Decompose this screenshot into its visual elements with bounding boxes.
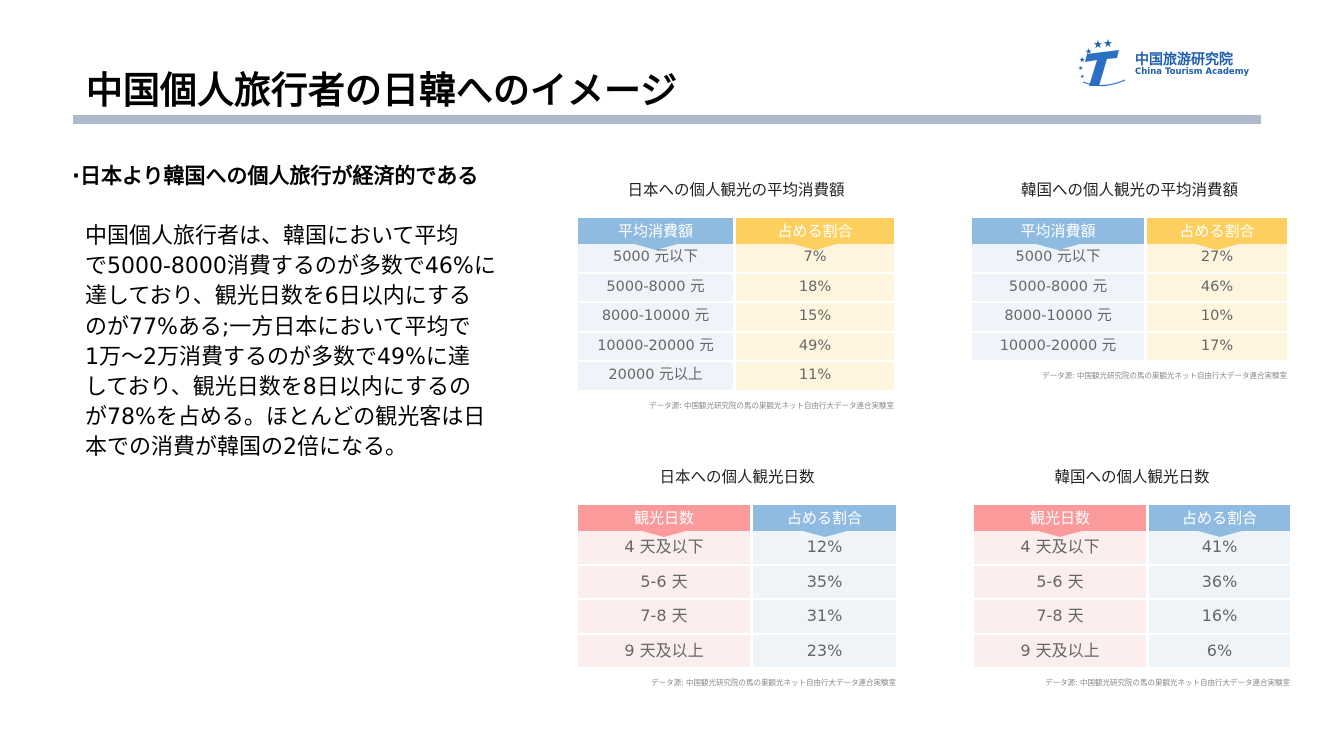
cell-share: 18% [736, 273, 894, 304]
cell-category: 9 天及以上 [578, 634, 750, 669]
svg-text:★: ★ [1078, 65, 1083, 72]
summary-paragraph: 中国個人旅行者は、韓国において平均 で5000-8000消費するのが多数で46%… [85, 222, 515, 464]
cell-share: 31% [753, 600, 896, 635]
cell-category: 20000 元以上 [578, 362, 733, 392]
data-source-note: データ源: 中国観光研究院の馬の巣観光ネット自由行大データ連合実験室 [651, 678, 896, 687]
cell-share: 10% [1147, 303, 1287, 333]
table-row: 10000-20000 元 17% [972, 332, 1287, 363]
table-row: 9 天及以上 6% [974, 634, 1290, 669]
cell-share: 49% [736, 332, 894, 363]
korea-days-table: 韓国への個人観光日数観光日数 占める割合 4 天及以下 41% 5-6 天 36% 7-8 … [974, 465, 1290, 688]
header-share: 占める割合 [1149, 505, 1290, 537]
table-title: 韓国への個人観光日数 [1054, 468, 1210, 486]
cell-share: 16% [1149, 600, 1290, 635]
header-share: 占める割合 [736, 218, 894, 250]
table-row: 10000-20000 元 49% [578, 332, 894, 363]
data-table: 観光日数 占める割合 4 天及以下 12% 5-6 天 35% 7-8 天 31% 9 天及以上… [578, 505, 896, 669]
cell-category: 4 天及以下 [974, 531, 1146, 566]
page-title: 中国個人旅行者の日韓へのイメージ [86, 69, 678, 112]
paragraph-line: で5000-8000消費するのが多数で46%に [85, 254, 496, 280]
bullet-heading: ·日本より韓国への個人旅行が経済的である [72, 164, 479, 188]
logo-name-en: China Tourism Academy [1135, 67, 1250, 77]
svg-text:★: ★ [1103, 37, 1113, 50]
table-row: 9 天及以上 23% [578, 634, 896, 669]
cell-share: 46% [1147, 273, 1287, 304]
table-header: 平均消費額 占める割合 [578, 218, 894, 250]
cell-category: 10000-20000 元 [578, 332, 733, 363]
header-category: 観光日数 [578, 505, 750, 537]
tourism-academy-logo-icon: ★ ★ ★ ★ ★ ★ [1078, 37, 1126, 87]
cell-category: 7-8 天 [578, 600, 750, 635]
header-category: 平均消費額 [578, 218, 733, 250]
cell-category: 5000 元以下 [972, 244, 1144, 274]
cell-category: 9 天及以上 [974, 634, 1146, 669]
table-row: 5000 元以下 27% [972, 244, 1287, 274]
header-category: 観光日数 [974, 505, 1146, 537]
data-table: 平均消費額 占める割合 5000 元以下 27% 5000-8000 元 46% 8000-… [972, 218, 1287, 363]
cell-share: 11% [736, 362, 894, 392]
cell-share: 15% [736, 303, 894, 333]
table-row: 5000-8000 元 46% [972, 273, 1287, 304]
data-table: 平均消費額 占める割合 5000 元以下 7% 5000-8000 元 18% 8000-1… [578, 218, 894, 392]
cell-share: 35% [753, 565, 896, 600]
table-row: 5000 元以下 7% [578, 244, 894, 274]
logo: ★ ★ ★ ★ ★ ★ 中国旅游研究院 China Tourism Academ… [1073, 36, 1253, 88]
table-row: 7-8 天 16% [974, 600, 1290, 635]
svg-text:★: ★ [1093, 38, 1103, 51]
paragraph-line: が78%を占める。ほとんどの観光客は日 [85, 405, 486, 431]
paragraph-line: 中国個人旅行者は、韓国において平均 [85, 224, 459, 249]
table-row: 8000-10000 元 10% [972, 303, 1287, 333]
data-source-note: データ源: 中国観光研究院の馬の巣観光ネット自由行大データ連合実験室 [1045, 678, 1290, 687]
cell-share: 23% [753, 634, 896, 669]
table-row: 5000-8000 元 18% [578, 273, 894, 304]
paragraph-line: 1万～2万消費するのが多数で49%に達 [85, 344, 470, 370]
header-category: 平均消費額 [972, 218, 1144, 250]
table-header: 平均消費額 占める割合 [972, 218, 1287, 250]
svg-text:★: ★ [1085, 47, 1092, 56]
japan-days-table: 日本への個人観光日数観光日数 占める割合 4 天及以下 12% 5-6 天 35% 7-8 … [578, 465, 896, 688]
table-row: 5-6 天 35% [578, 565, 896, 600]
cell-category: 5000 元以下 [578, 244, 733, 274]
data-source-note: データ源: 中国観光研究院の馬の巣観光ネット自由行大データ連合実験室 [1042, 371, 1287, 381]
cell-category: 5-6 天 [578, 565, 750, 600]
japan-spending-table: 日本への個人観光の平均消費額平均消費額 占める割合 5000 元以下 7% 5000-8… [578, 178, 894, 411]
table-header: 観光日数 占める割合 [974, 505, 1290, 537]
cell-share: 17% [1147, 332, 1287, 363]
cell-category: 7-8 天 [974, 600, 1146, 635]
table-row: 4 天及以下 41% [974, 531, 1290, 566]
cell-category: 10000-20000 元 [972, 332, 1144, 363]
cell-category: 8000-10000 元 [972, 303, 1144, 333]
title-divider [73, 115, 1261, 124]
table-title: 日本への個人観光の平均消費額 [627, 181, 845, 199]
data-source-note: データ源: 中国観光研究院の馬の巣観光ネット自由行大データ連合実験室 [649, 400, 894, 410]
table-row: 5-6 天 36% [974, 565, 1290, 600]
paragraph-line: のが77%ある;一方日本において平均で [85, 314, 471, 340]
cell-category: 8000-10000 元 [578, 303, 733, 333]
svg-text:★: ★ [1080, 74, 1085, 80]
paragraph-line: 達しており、観光日数を6日以内にする [85, 284, 472, 310]
logo-name-cn: 中国旅游研究院 [1135, 52, 1233, 68]
cell-category: 5000-8000 元 [578, 273, 733, 304]
paragraph-line: しており、観光日数を8日以内にするの [85, 375, 472, 401]
korea-spending-table: 韓国への個人観光の平均消費額平均消費額 占める割合 5000 元以下 27% 5000-… [972, 178, 1287, 381]
header-share: 占める割合 [753, 505, 896, 537]
table-title: 日本への個人観光日数 [659, 468, 815, 486]
cell-share: 6% [1149, 634, 1290, 669]
cell-share: 36% [1149, 565, 1290, 600]
table-title: 韓国への個人観光の平均消費額 [1020, 181, 1238, 199]
svg-text:★: ★ [1079, 56, 1085, 64]
table-row: 8000-10000 元 15% [578, 303, 894, 333]
table-row: 20000 元以上 11% [578, 362, 894, 392]
cell-category: 5-6 天 [974, 565, 1146, 600]
table-row: 7-8 天 31% [578, 600, 896, 635]
table-row: 4 天及以下 12% [578, 531, 896, 566]
cell-category: 5000-8000 元 [972, 273, 1144, 304]
header-share: 占める割合 [1147, 218, 1287, 250]
paragraph-line: 本での消費が韓国の2倍になる。 [85, 435, 407, 461]
data-table: 観光日数 占める割合 4 天及以下 41% 5-6 天 36% 7-8 天 16% 9 天及以上… [974, 505, 1290, 669]
table-header: 観光日数 占める割合 [578, 505, 896, 537]
